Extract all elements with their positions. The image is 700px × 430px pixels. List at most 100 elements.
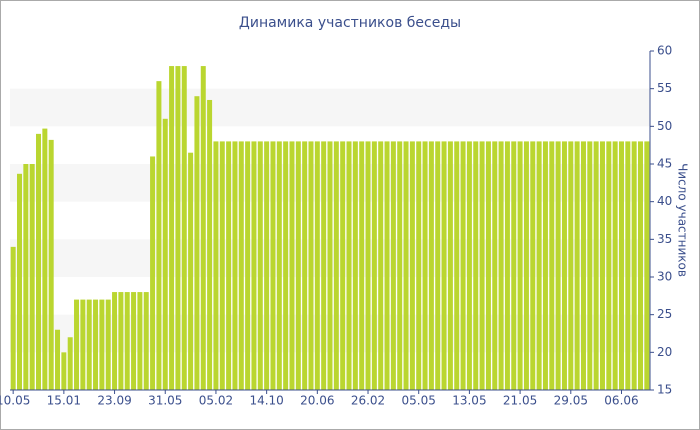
bar	[644, 141, 650, 390]
bar	[314, 141, 320, 390]
y-tick-label: 45	[657, 157, 672, 171]
x-tick-label: 31.05	[148, 394, 182, 408]
bar	[466, 141, 472, 390]
bar	[257, 141, 263, 390]
bar	[371, 141, 377, 390]
x-tick-label: 20.06	[300, 394, 334, 408]
bar	[112, 292, 118, 390]
bar	[409, 141, 415, 390]
bar	[460, 141, 466, 390]
bar	[232, 141, 238, 390]
bar	[473, 141, 479, 390]
bar	[17, 173, 23, 390]
x-tick-label: 23.09	[97, 394, 131, 408]
bar	[390, 141, 396, 390]
bar	[245, 141, 251, 390]
x-tick-label: 05.02	[199, 394, 233, 408]
bar	[93, 299, 99, 390]
bar	[207, 99, 213, 390]
bar	[48, 139, 54, 390]
bar	[327, 141, 333, 390]
bar	[270, 141, 276, 390]
bar	[397, 141, 403, 390]
y-tick-label: 60	[657, 44, 672, 58]
bar	[618, 141, 624, 390]
bar	[612, 141, 618, 390]
bar	[454, 141, 460, 390]
bar	[574, 141, 580, 390]
x-tick-label: 13.05	[452, 394, 486, 408]
bar	[606, 141, 612, 390]
x-tick-label: 14.10	[249, 394, 283, 408]
y-tick-label: 25	[657, 307, 672, 321]
bar	[219, 141, 225, 390]
bar	[593, 141, 599, 390]
bar	[580, 141, 586, 390]
bar	[587, 141, 593, 390]
bar	[599, 141, 605, 390]
bar	[276, 141, 282, 390]
bar	[340, 141, 346, 390]
bar	[549, 141, 555, 390]
bar	[188, 152, 194, 390]
bar	[162, 118, 168, 391]
y-tick-label: 30	[657, 270, 672, 284]
bar	[137, 292, 143, 390]
bar	[479, 141, 485, 390]
y-tick-label: 55	[657, 81, 672, 95]
x-tick-label: 29.05	[554, 394, 588, 408]
bar	[517, 141, 523, 390]
bar	[504, 141, 510, 390]
bar	[441, 141, 447, 390]
bar	[264, 141, 270, 390]
bar	[485, 141, 491, 390]
bar	[530, 141, 536, 390]
bar	[29, 164, 35, 390]
bar	[238, 141, 244, 390]
y-axis-label: Число участников	[676, 163, 690, 277]
x-tick-label: 21.05	[503, 394, 537, 408]
bar	[289, 141, 295, 390]
bar	[143, 292, 149, 390]
bar	[568, 141, 574, 390]
bar	[156, 81, 162, 390]
bar	[555, 141, 561, 390]
bar	[384, 141, 390, 390]
bar	[637, 141, 643, 390]
y-tick-label: 20	[657, 345, 672, 359]
y-tick-label: 15	[657, 383, 672, 397]
bar	[226, 141, 232, 390]
bar	[251, 141, 257, 390]
bar	[42, 128, 48, 391]
bar	[561, 141, 567, 390]
y-tick-label: 35	[657, 232, 672, 246]
bar	[523, 141, 529, 390]
bar	[55, 329, 61, 390]
x-tick-label: 06.06	[604, 394, 638, 408]
bar	[181, 66, 187, 391]
bar	[169, 66, 175, 391]
bar	[333, 141, 339, 390]
bar	[105, 299, 111, 390]
bar	[447, 141, 453, 390]
bar	[61, 352, 67, 390]
bar	[23, 164, 29, 390]
y-tick-label: 50	[657, 119, 672, 133]
y-tick-label: 40	[657, 194, 672, 208]
bar	[86, 299, 92, 390]
bar	[124, 292, 130, 390]
bar	[378, 141, 384, 390]
x-tick-label: 10.05	[0, 394, 30, 408]
bar	[302, 141, 308, 390]
bar	[200, 66, 206, 391]
bar	[416, 141, 422, 390]
x-tick-label: 05.05	[402, 394, 436, 408]
bar	[67, 337, 73, 390]
x-tick-label: 26.02	[351, 394, 385, 408]
chart-title: Динамика участников беседы	[239, 15, 461, 31]
bar	[283, 141, 289, 390]
bar	[295, 141, 301, 390]
bar	[542, 141, 548, 390]
bar	[346, 141, 352, 390]
x-tick-label: 15.01	[47, 394, 81, 408]
